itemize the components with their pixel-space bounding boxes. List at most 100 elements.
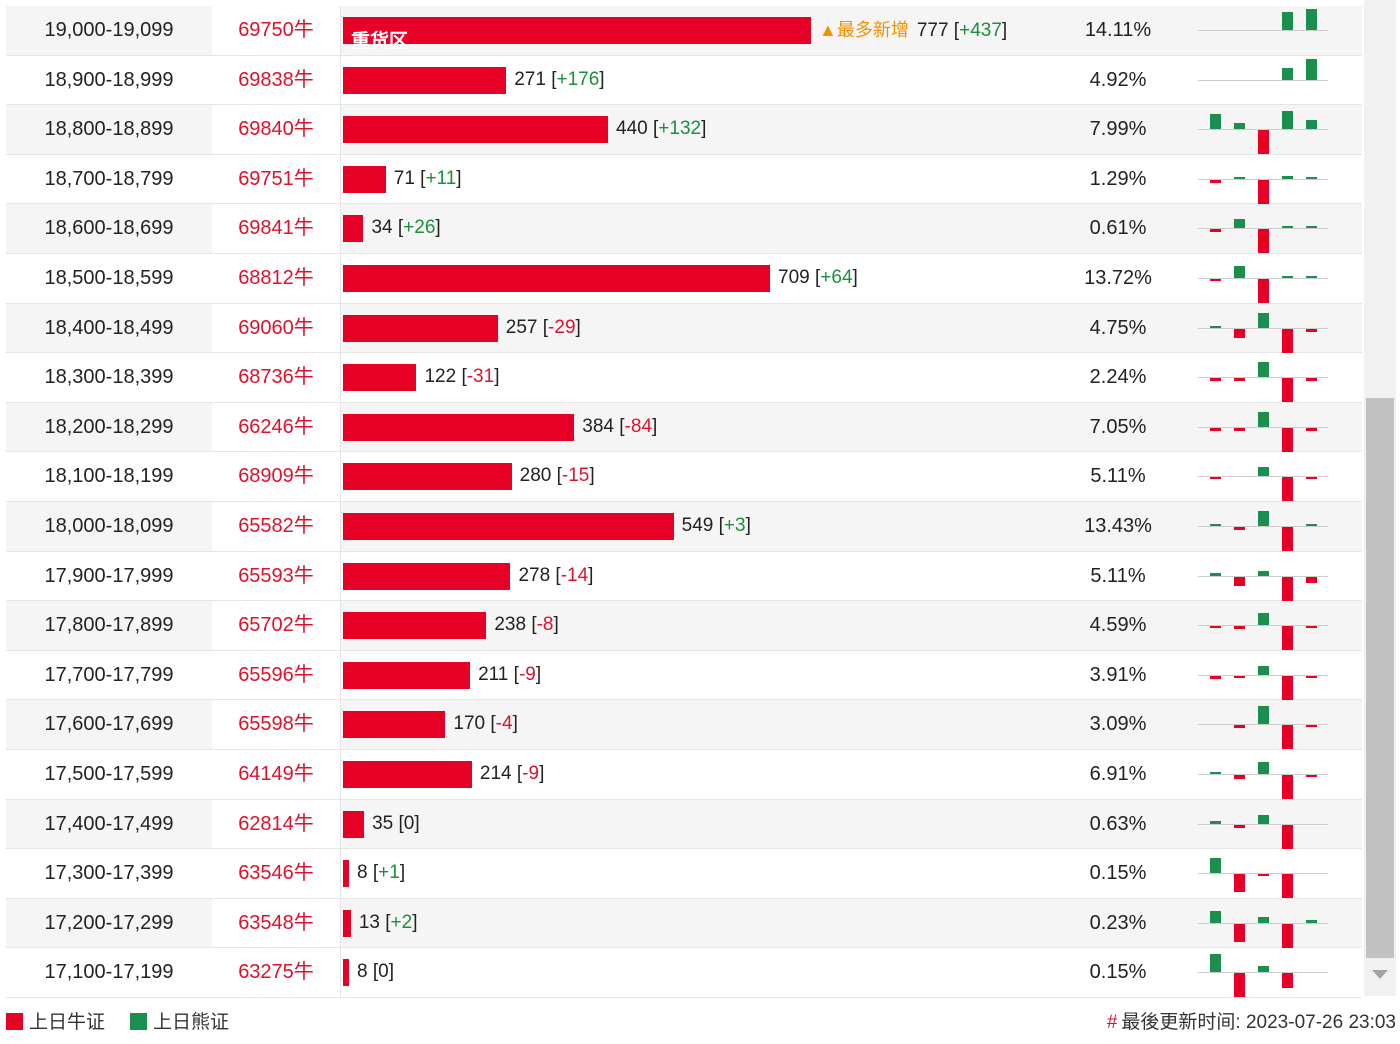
table-row[interactable]: 17,900-17,999 65593牛 278 [-14] 5.11% <box>6 551 1362 602</box>
table-row[interactable]: 17,100-17,199 63275牛 8 [0] 0.15% <box>6 948 1362 998</box>
bull-history-bar <box>1306 427 1317 431</box>
bear-history-bar <box>1306 275 1317 278</box>
bull-history-bar <box>1234 923 1245 942</box>
table-row[interactable]: 19,000-19,099 69750牛 重货区 ▲最多新增 777 [+437] 14.… <box>6 6 1362 56</box>
distribution-table: 19,000-19,099 69750牛 重货区 ▲最多新增 777 [+437] 14.… <box>6 6 1362 998</box>
sparkline-axis <box>1198 674 1328 676</box>
volume-bar <box>343 760 472 788</box>
percent-share: 0.61% <box>1089 217 1147 240</box>
table-row[interactable]: 17,500-17,599 64149牛 214 [-9] 6.91% <box>6 749 1362 800</box>
bull-history-bar <box>1258 179 1269 204</box>
volume-bar <box>343 959 349 987</box>
history-sparkline <box>1198 502 1328 551</box>
bull-history-bar <box>1234 526 1245 530</box>
warrant-code-link[interactable]: 68812牛 <box>212 253 340 303</box>
bull-history-bar <box>1234 973 1245 998</box>
warrant-code-link[interactable]: 65598牛 <box>212 700 340 749</box>
table-row[interactable]: 18,800-18,899 69840牛 440 [+132] 7.99% <box>6 105 1362 155</box>
bar-cell: 271 [+176] <box>340 55 1061 105</box>
table-row[interactable]: 17,300-17,399 63546牛 8 [+1] 0.15% <box>6 849 1362 899</box>
table-row[interactable]: 18,700-18,799 69751牛 71 [+11] 1.29% <box>6 154 1362 205</box>
bull-history-bar <box>1282 774 1293 799</box>
warrant-code-link[interactable]: 63548牛 <box>212 898 340 948</box>
scroll-down-arrow-icon[interactable] <box>1372 970 1388 979</box>
volume-number: 709 <box>778 266 810 288</box>
volume-change: -84 <box>624 415 653 437</box>
percent-share: 4.75% <box>1089 316 1147 339</box>
volume-change: 0 <box>403 812 415 834</box>
strike-range: 18,300-18,399 <box>44 366 174 389</box>
warrant-code-link[interactable]: 69838牛 <box>212 55 340 105</box>
warrant-code-link[interactable]: 69840牛 <box>212 105 340 154</box>
strike-range: 18,900-18,999 <box>44 68 174 91</box>
bull-history-bar <box>1306 378 1317 382</box>
sparkline-axis <box>1198 79 1328 81</box>
bear-history-bar <box>1210 572 1221 576</box>
history-sparkline <box>1198 700 1328 750</box>
table-row[interactable]: 18,200-18,299 66246牛 384 [-84] 7.05% <box>6 402 1362 453</box>
table-row[interactable]: 18,000-18,099 65582牛 549 [+3] 13.43% <box>6 501 1362 552</box>
warrant-code-link[interactable]: 66246牛 <box>212 402 340 452</box>
warrant-code-link[interactable]: 69751牛 <box>212 154 340 204</box>
history-sparkline <box>1198 155 1328 204</box>
volume-change: +26 <box>403 217 436 239</box>
warrant-code-link[interactable]: 68736牛 <box>212 353 340 402</box>
volume-bar <box>343 860 349 888</box>
percent-share: 4.92% <box>1089 68 1147 91</box>
bull-history-bar <box>1282 526 1293 551</box>
table-row[interactable]: 18,100-18,199 68909牛 280 [-15] 5.11% <box>6 452 1362 502</box>
history-sparkline <box>1198 56 1328 105</box>
warrant-code-link[interactable]: 65582牛 <box>212 501 340 551</box>
warrant-code-link[interactable]: 65702牛 <box>212 601 340 650</box>
warrant-code-link[interactable]: 69841牛 <box>212 204 340 253</box>
sparkline-axis <box>1198 178 1328 180</box>
table-row[interactable]: 17,600-17,699 65598牛 170 [-4] 3.09% <box>6 700 1362 750</box>
warrant-code-link[interactable]: 65596牛 <box>212 650 340 700</box>
table-row[interactable]: 17,700-17,799 65596牛 211 [-9] 3.91% <box>6 650 1362 701</box>
volume-value: 8 [0] <box>357 961 394 983</box>
warrant-code-link[interactable]: 68909牛 <box>212 452 340 501</box>
table-row[interactable]: 18,400-18,499 69060牛 257 [-29] 4.75% <box>6 303 1362 354</box>
sparkline-axis <box>1198 575 1328 577</box>
table-row[interactable]: 18,300-18,399 68736牛 122 [-31] 2.24% <box>6 353 1362 403</box>
bear-history-bar <box>1306 919 1317 923</box>
bear-history-bar <box>1258 312 1269 328</box>
volume-change: -15 <box>561 465 590 487</box>
volume-change: -14 <box>560 564 589 586</box>
table-row[interactable]: 18,500-18,599 68812牛 709 [+64] 13.72% <box>6 253 1362 304</box>
table-row[interactable]: 17,200-17,299 63548牛 13 [+2] 0.23% <box>6 898 1362 949</box>
scrollbar-thumb[interactable] <box>1366 398 1394 958</box>
bull-history-bar <box>1210 477 1221 480</box>
bull-history-bar <box>1306 626 1317 629</box>
warrant-code-link[interactable]: 69750牛 <box>212 6 340 55</box>
table-row[interactable]: 17,400-17,499 62814牛 35 [0] 0.63% <box>6 799 1362 850</box>
bar-cell: 8 [+1] <box>340 849 1061 898</box>
warrant-code-link[interactable]: 65593牛 <box>212 551 340 601</box>
volume-number: 271 <box>514 68 546 90</box>
percent-share: 3.09% <box>1089 713 1147 736</box>
warrant-code-link[interactable]: 64149牛 <box>212 749 340 799</box>
volume-bar <box>343 66 507 94</box>
warrant-code-link[interactable]: 63546牛 <box>212 849 340 898</box>
warrant-code-link[interactable]: 69060牛 <box>212 303 340 353</box>
percent-share: 1.29% <box>1089 167 1147 190</box>
bull-history-bar <box>1282 824 1293 849</box>
table-row[interactable]: 17,800-17,899 65702牛 238 [-8] 4.59% <box>6 601 1362 651</box>
table-row[interactable]: 18,900-18,999 69838牛 271 [+176] 4.92% <box>6 55 1362 106</box>
warrant-code-link[interactable]: 63275牛 <box>212 948 340 997</box>
scrollbar[interactable] <box>1364 0 1396 996</box>
sparkline-axis <box>1198 327 1328 329</box>
table-row[interactable]: 18,600-18,699 69841牛 34 [+26] 0.61% <box>6 204 1362 254</box>
warrant-code-link[interactable]: 62814牛 <box>212 799 340 849</box>
bull-history-bar <box>1234 725 1245 729</box>
bull-history-bar <box>1210 179 1221 183</box>
percent-share: 7.99% <box>1089 118 1147 141</box>
strike-range: 17,500-17,599 <box>44 762 174 785</box>
bar-cell: 170 [-4] <box>340 700 1061 749</box>
sparkline-axis <box>1198 724 1328 726</box>
bar-cell: 214 [-9] <box>340 749 1061 799</box>
percent-share: 0.23% <box>1089 911 1147 934</box>
volume-number: 238 <box>494 614 527 636</box>
history-sparkline <box>1198 849 1328 899</box>
bar-cell: 8 [0] <box>340 948 1061 997</box>
